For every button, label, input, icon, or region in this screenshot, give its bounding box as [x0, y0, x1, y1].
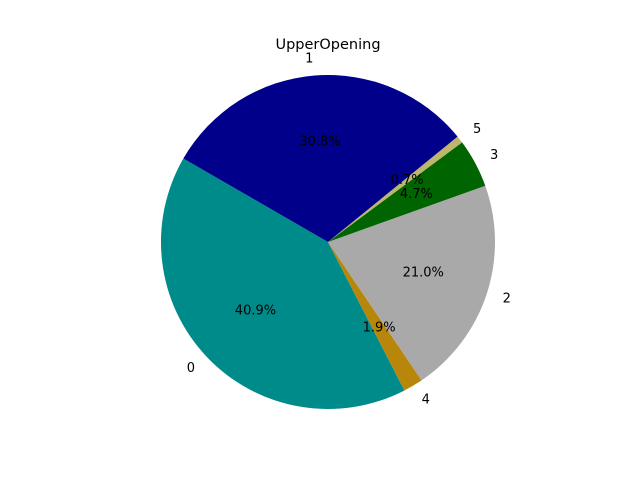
slice-label-1: 1	[305, 51, 313, 66]
slice-percent-1: 30.8%	[299, 135, 340, 150]
pie-slice-2	[328, 185, 496, 381]
pie-slice-5	[328, 136, 463, 242]
chart-title: UpperOpening	[275, 37, 380, 53]
slice-label-0: 0	[187, 361, 195, 376]
pie-slice-1	[183, 74, 458, 242]
slice-percent-2: 21.0%	[403, 266, 444, 281]
slice-label-4: 4	[422, 393, 430, 408]
slice-label-3: 3	[490, 148, 498, 163]
pie-slice-0	[160, 158, 405, 410]
slice-percent-0: 40.9%	[235, 304, 276, 319]
pie-slice-3	[328, 142, 486, 242]
pie-slices	[160, 74, 496, 410]
slice-percent-3: 4.7%	[400, 187, 433, 202]
slice-percent-5: 0.7%	[391, 173, 424, 188]
pie-slice-4	[328, 242, 422, 391]
slice-label-5: 5	[473, 122, 481, 137]
slice-label-2: 2	[503, 292, 511, 307]
pie-labels: 0 40.9% 4 1.9% 2 21.0% 3 4.7% 5 0.7% 1 30.8%	[187, 51, 511, 407]
slice-percent-4: 1.9%	[363, 321, 396, 336]
